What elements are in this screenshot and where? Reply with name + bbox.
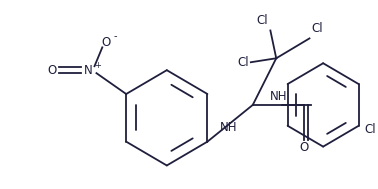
Text: -: -	[113, 31, 117, 41]
Text: Cl: Cl	[364, 123, 376, 136]
Text: O: O	[47, 64, 56, 77]
Text: Cl: Cl	[257, 14, 268, 27]
Text: Cl: Cl	[311, 22, 323, 35]
Text: N: N	[84, 64, 93, 77]
Text: NH: NH	[219, 121, 237, 134]
Text: O: O	[299, 141, 308, 154]
Text: +: +	[94, 61, 101, 70]
Text: O: O	[102, 36, 111, 49]
Text: Cl: Cl	[237, 56, 249, 69]
Text: NH: NH	[270, 91, 287, 104]
